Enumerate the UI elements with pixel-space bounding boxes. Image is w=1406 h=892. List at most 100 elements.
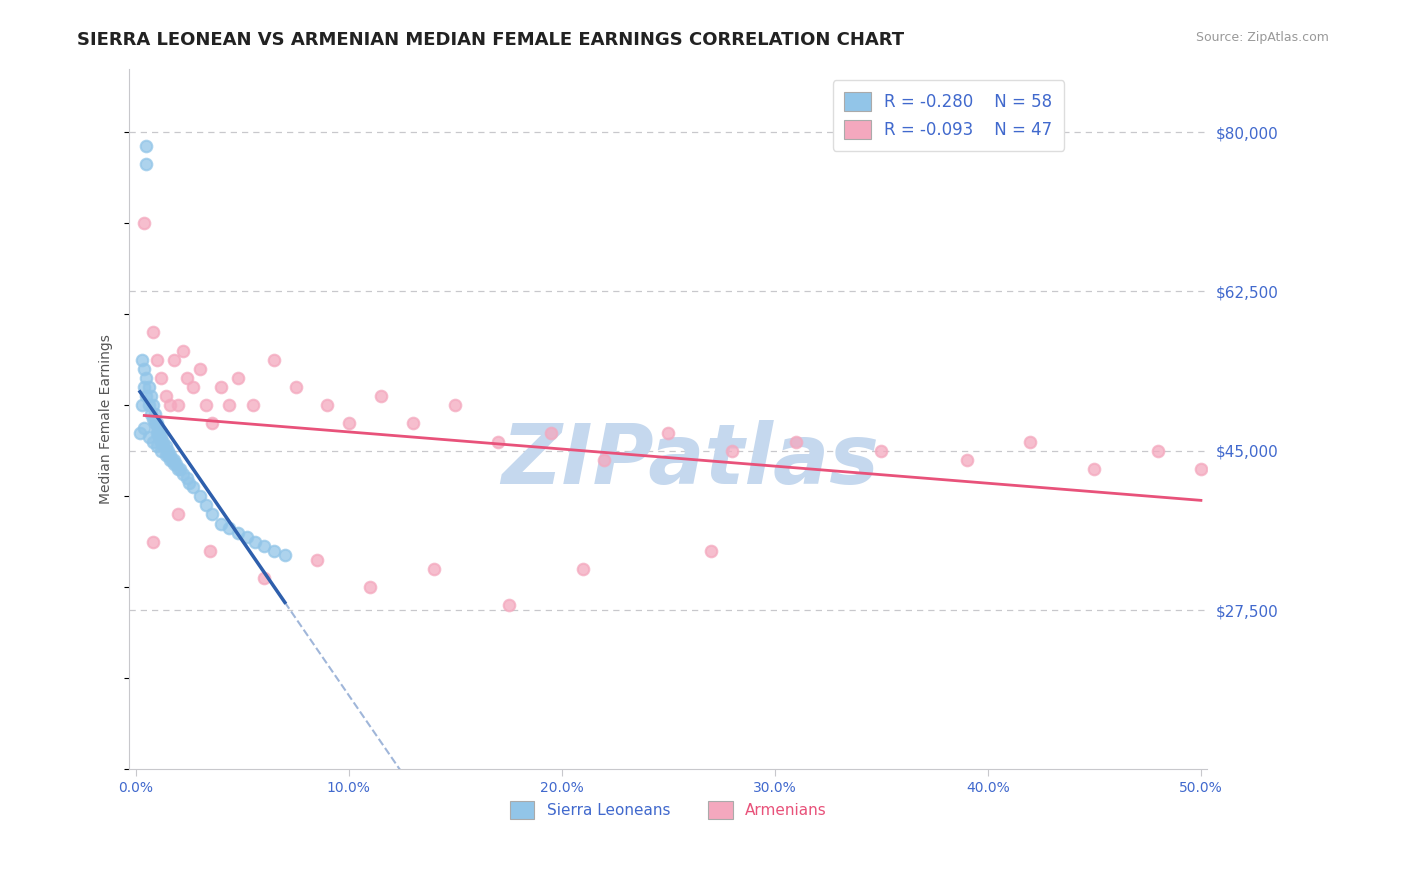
- Point: [201, 417, 224, 431]
- Point: [195, 499, 218, 513]
- Point: [1147, 443, 1170, 458]
- Point: [167, 462, 190, 476]
- Point: [131, 398, 153, 412]
- Point: [142, 534, 165, 549]
- Point: [134, 362, 156, 376]
- Point: [155, 389, 177, 403]
- Point: [155, 448, 177, 462]
- Point: [218, 521, 240, 535]
- Point: [135, 389, 157, 403]
- Point: [955, 453, 977, 467]
- Point: [163, 458, 186, 472]
- Point: [316, 398, 339, 412]
- Point: [402, 417, 425, 431]
- Point: [176, 471, 198, 485]
- Point: [1189, 462, 1212, 476]
- Point: [274, 549, 297, 563]
- Point: [150, 434, 173, 449]
- Point: [252, 571, 274, 585]
- Point: [156, 448, 179, 462]
- Point: [152, 434, 174, 449]
- Text: Source: ZipAtlas.com: Source: ZipAtlas.com: [1195, 31, 1329, 45]
- Point: [235, 530, 257, 544]
- Point: [177, 475, 200, 490]
- Point: [252, 539, 274, 553]
- Point: [146, 417, 169, 431]
- Point: [172, 343, 194, 358]
- Point: [139, 408, 162, 422]
- Point: [150, 430, 173, 444]
- Point: [165, 458, 187, 472]
- Point: [498, 599, 520, 613]
- Point: [337, 417, 360, 431]
- Point: [172, 467, 194, 481]
- Point: [143, 417, 166, 431]
- Point: [142, 326, 165, 340]
- Point: [134, 421, 156, 435]
- Point: [146, 425, 169, 440]
- Point: [138, 430, 160, 444]
- Point: [870, 443, 893, 458]
- Point: [370, 389, 392, 403]
- Point: [188, 362, 211, 376]
- Point: [134, 216, 156, 230]
- Point: [135, 157, 157, 171]
- Point: [242, 398, 264, 412]
- Point: [146, 421, 169, 435]
- Point: [139, 389, 162, 403]
- Point: [201, 508, 224, 522]
- Point: [146, 439, 169, 453]
- Point: [785, 434, 807, 449]
- Point: [176, 371, 198, 385]
- Point: [160, 453, 183, 467]
- Point: [135, 139, 157, 153]
- Point: [226, 371, 249, 385]
- Point: [359, 580, 381, 594]
- Point: [155, 439, 177, 453]
- Point: [142, 434, 165, 449]
- Point: [243, 534, 266, 549]
- Text: ZIPatlas: ZIPatlas: [501, 420, 879, 501]
- Point: [721, 443, 744, 458]
- Point: [593, 453, 616, 467]
- Point: [195, 398, 218, 412]
- Point: [209, 516, 232, 531]
- Point: [156, 443, 179, 458]
- Point: [134, 380, 156, 394]
- Point: [167, 508, 190, 522]
- Point: [657, 425, 679, 440]
- Point: [181, 480, 204, 494]
- Point: [305, 553, 328, 567]
- Point: [142, 398, 165, 412]
- Point: [700, 544, 723, 558]
- Point: [150, 371, 173, 385]
- Point: [263, 544, 285, 558]
- Point: [129, 425, 152, 440]
- Point: [200, 544, 222, 558]
- Point: [138, 380, 160, 394]
- Point: [169, 462, 191, 476]
- Point: [131, 352, 153, 367]
- Point: [159, 398, 181, 412]
- Point: [1019, 434, 1042, 449]
- Point: [181, 380, 204, 394]
- Point: [138, 398, 160, 412]
- Point: [263, 352, 285, 367]
- Point: [218, 398, 240, 412]
- Point: [1083, 462, 1105, 476]
- Point: [423, 562, 446, 576]
- Point: [150, 443, 173, 458]
- Point: [540, 425, 562, 440]
- Point: [143, 408, 166, 422]
- Point: [142, 412, 165, 426]
- Legend: Sierra Leoneans, Armenians: Sierra Leoneans, Armenians: [503, 795, 832, 825]
- Point: [135, 371, 157, 385]
- Point: [188, 489, 211, 503]
- Point: [159, 448, 181, 462]
- Point: [486, 434, 509, 449]
- Point: [226, 525, 249, 540]
- Point: [148, 425, 170, 440]
- Point: [167, 398, 190, 412]
- Point: [152, 439, 174, 453]
- Point: [146, 352, 169, 367]
